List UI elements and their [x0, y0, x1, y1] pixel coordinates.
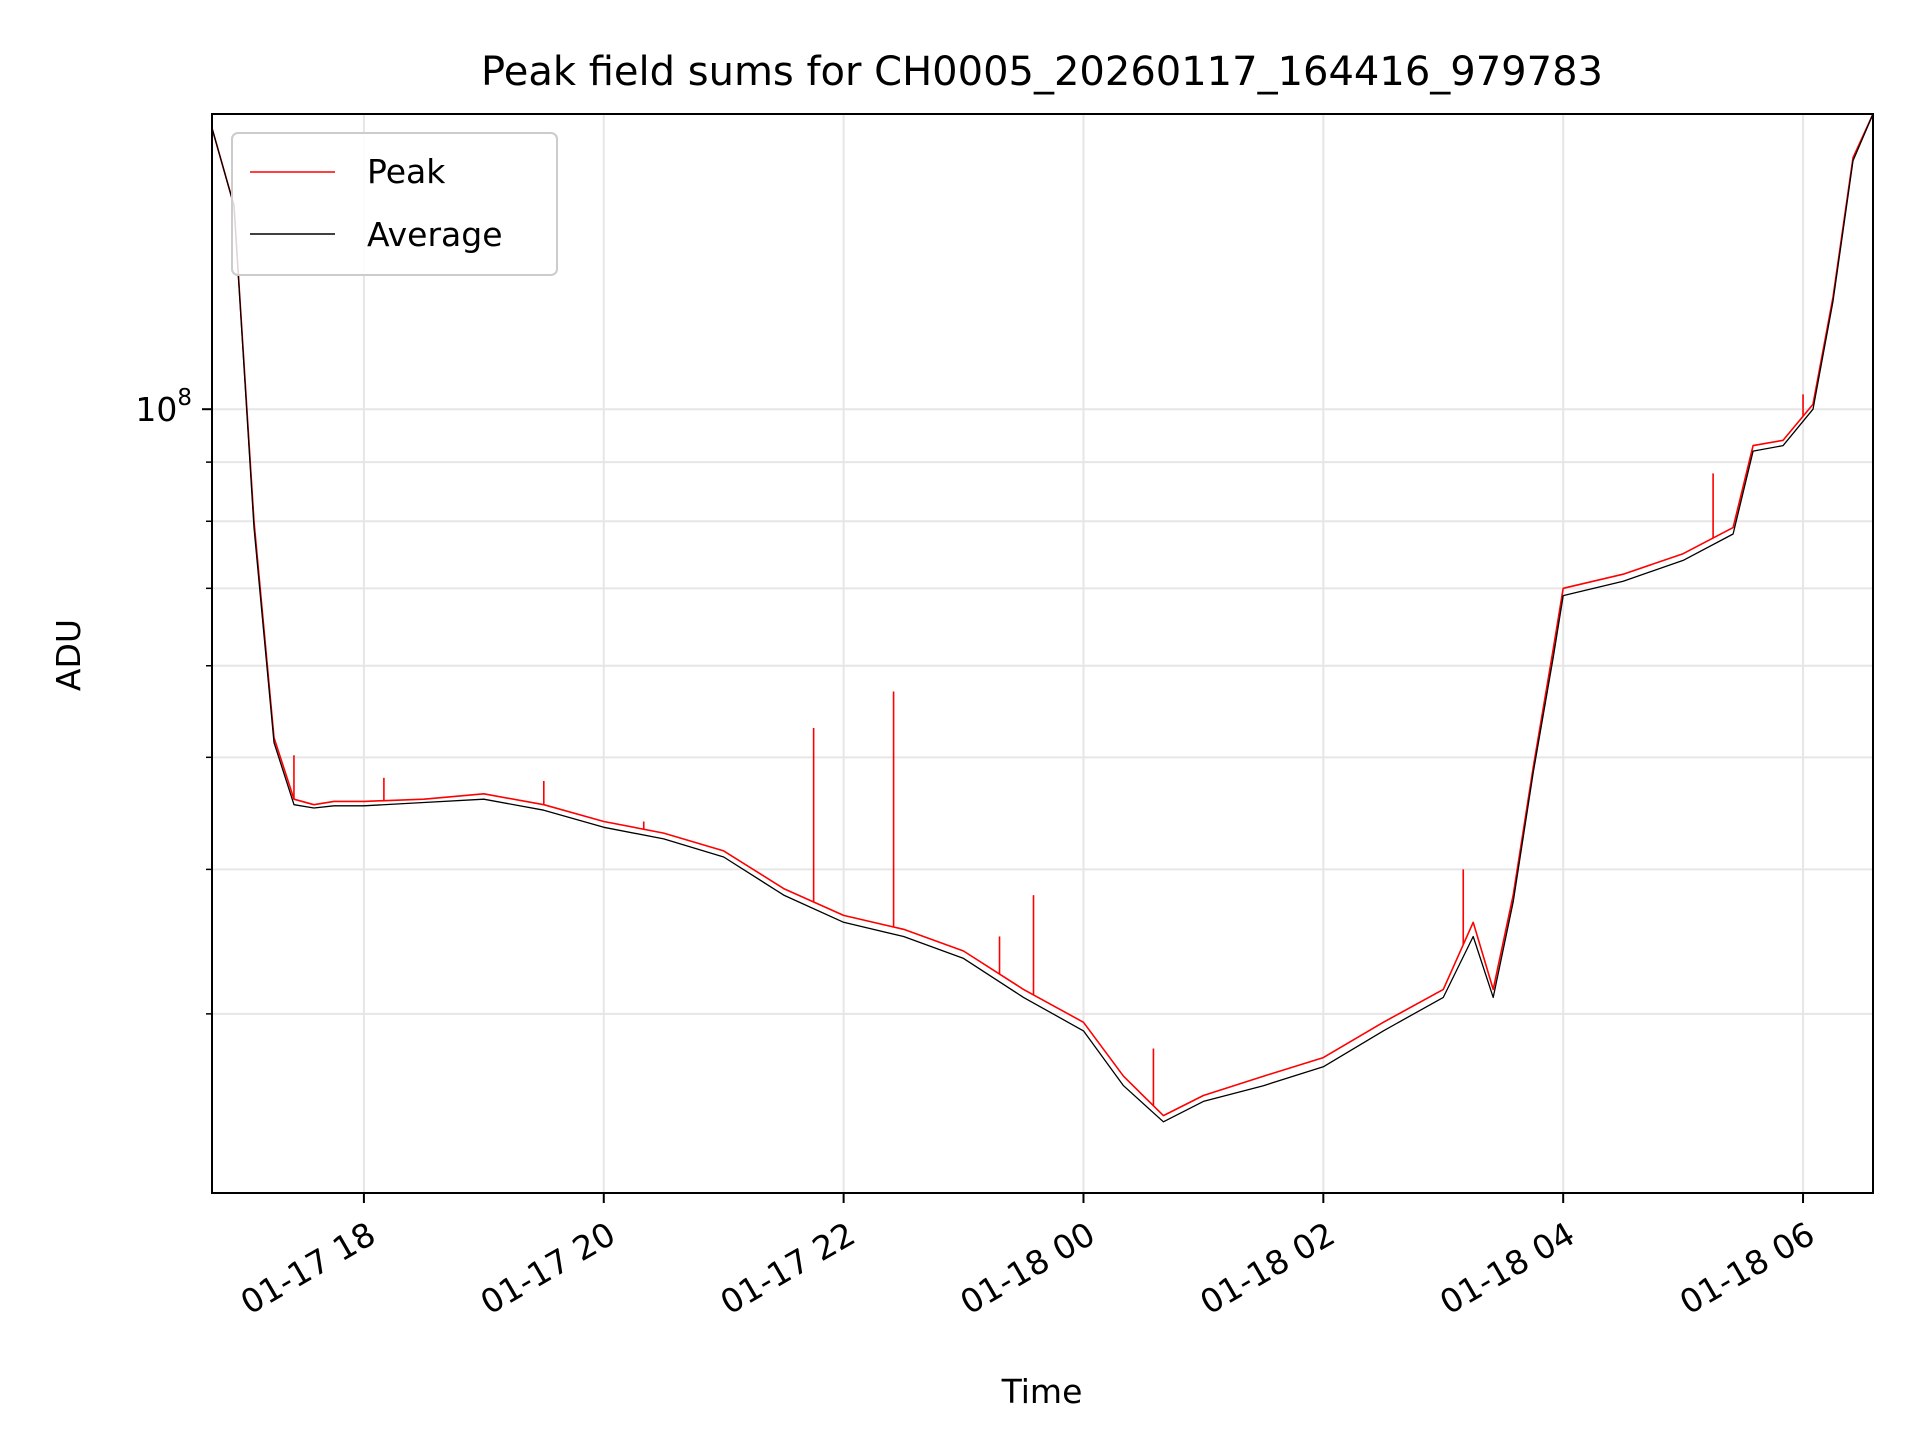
legend-peak-label: Peak — [367, 152, 446, 191]
series-line-peak — [211, 113, 1874, 1117]
plot-frame — [211, 113, 1874, 1194]
series-line-average — [211, 113, 1874, 1123]
legend: Peak Average — [231, 132, 558, 276]
y-tick-label: 108 — [135, 385, 192, 429]
chart-title: Peak field sums for CH0005_20260117_1644… — [481, 49, 1603, 95]
legend-average-label: Average — [367, 215, 503, 254]
series-lines — [211, 113, 1874, 1123]
y-axis-label: ADU — [49, 619, 88, 691]
y-tick-label-base: 10 — [135, 390, 177, 429]
x-axis-label: Time — [1001, 1372, 1083, 1411]
series-peak — [211, 113, 1874, 1117]
grid-lines — [212, 114, 1873, 1193]
legend-box — [231, 132, 558, 276]
series-average — [211, 113, 1874, 1123]
y-tick-label-exponent: 8 — [177, 385, 192, 411]
